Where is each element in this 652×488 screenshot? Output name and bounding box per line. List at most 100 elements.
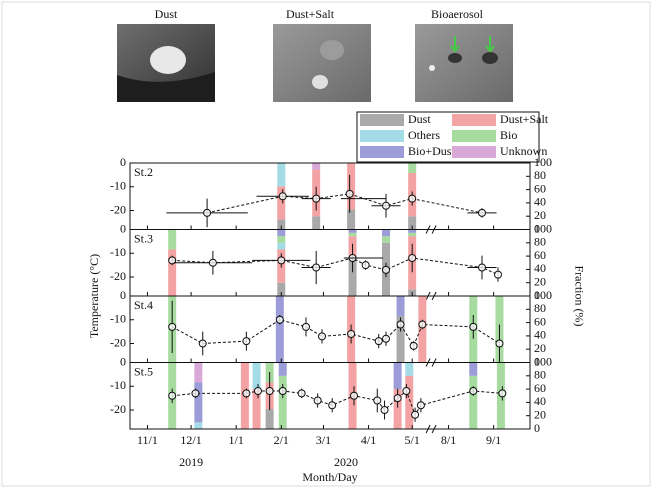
- fraction-bar: [277, 163, 286, 187]
- fraction-bar: [408, 163, 417, 173]
- y-tick-label: -10: [110, 312, 126, 326]
- panel-frame: [129, 362, 531, 430]
- temperature-point: [408, 194, 417, 203]
- temperature-point: [396, 320, 405, 329]
- y2-tick-label: 100: [534, 221, 552, 235]
- fraction-bar: [396, 296, 405, 316]
- legend-swatch: [452, 114, 496, 126]
- y2-tick-label: 20: [534, 274, 546, 288]
- x-tick-label: 3/1: [316, 433, 331, 447]
- y2-tick-label: 60: [534, 181, 546, 195]
- temperature-point: [242, 389, 251, 398]
- legend-label: Bio: [500, 128, 517, 142]
- sem-image: [415, 24, 513, 102]
- fraction-bar: [277, 236, 286, 243]
- legend-label: Others: [408, 128, 440, 142]
- temperature-point: [345, 189, 354, 198]
- x-tick-label: 4/1: [361, 433, 376, 447]
- legend-label: Dust: [408, 112, 431, 126]
- temperature-point: [382, 201, 390, 210]
- y2-tick-label: 60: [534, 381, 546, 395]
- fraction-bar: [405, 375, 414, 429]
- y2-tick-label: 40: [534, 394, 546, 408]
- y2-tick-label: 60: [534, 314, 546, 328]
- panel-label: St.4: [134, 298, 153, 312]
- legend-label: Unknown: [500, 144, 547, 158]
- sem-image: [273, 24, 371, 102]
- legend-swatch: [360, 146, 404, 158]
- legend-swatch: [360, 130, 404, 142]
- legend-swatch: [452, 130, 496, 142]
- fraction-bar: [393, 389, 402, 429]
- temperature-point: [382, 334, 390, 343]
- fraction-bar: [469, 362, 478, 376]
- fraction-bar: [382, 229, 390, 237]
- fraction-bar: [408, 229, 417, 233]
- x-tick-label: 11/1: [137, 433, 158, 447]
- temperature-point: [208, 258, 217, 267]
- fraction-bar: [348, 256, 357, 296]
- fraction-bar: [408, 216, 417, 230]
- temperature-point: [373, 396, 382, 405]
- axis-break: [425, 424, 437, 434]
- y-tick-label: -20: [110, 335, 126, 349]
- temperature-point: [168, 322, 177, 331]
- fraction-bar: [405, 362, 414, 376]
- temperature-point: [278, 387, 287, 395]
- fraction-bar: [252, 389, 261, 429]
- temperature-point: [347, 330, 356, 338]
- y2-tick-label: 100: [534, 354, 552, 368]
- temperature-point: [382, 265, 390, 274]
- fraction-bar: [277, 229, 286, 237]
- fraction-bar: [382, 236, 390, 243]
- x-tick-label: 8/1: [441, 433, 456, 447]
- temperature-point: [168, 391, 177, 400]
- fraction-bar: [408, 232, 417, 237]
- y2-tick-label: 0: [534, 221, 540, 235]
- fraction-bar: [194, 422, 203, 429]
- sem-image: [117, 24, 215, 102]
- temperature-point: [418, 320, 427, 329]
- image-title: Dust: [155, 7, 178, 21]
- temperature-point: [254, 387, 262, 395]
- temperature-point: [469, 322, 478, 331]
- panel-label: St.2: [134, 165, 153, 179]
- y2-tick-label: 40: [534, 261, 546, 275]
- x-axis-title: Month/Day: [302, 470, 357, 484]
- x-tick-label: 12/1: [180, 433, 201, 447]
- x-tick-label: 2/1: [274, 433, 289, 447]
- temperature-point: [312, 194, 321, 203]
- temperature-point: [409, 341, 418, 350]
- temperature-point: [297, 389, 306, 398]
- fraction-bar: [278, 362, 287, 376]
- temperature-point: [203, 208, 212, 217]
- x-tick-label: 1/1: [229, 433, 244, 447]
- y2-tick-label: 80: [534, 168, 546, 182]
- y2-tick-label: 80: [534, 368, 546, 382]
- y2-tick-label: 20: [534, 341, 546, 355]
- y-tick-label: 0: [120, 354, 126, 368]
- y-tick-label: -10: [110, 179, 126, 193]
- y-tick-label: -10: [110, 245, 126, 259]
- temperature-point: [478, 208, 486, 217]
- legend-label: Bio+Dust: [408, 144, 455, 158]
- temperature-line: [172, 257, 499, 276]
- temperature-point: [408, 254, 417, 262]
- temperature-line: [171, 319, 500, 347]
- fraction-bar: [194, 362, 203, 383]
- image-title: Bioaerosol: [431, 7, 484, 21]
- x-tick-label: 9/1: [486, 433, 501, 447]
- y2-tick-label: 80: [534, 235, 546, 249]
- fraction-bar: [194, 382, 203, 423]
- temperature-point: [374, 337, 383, 346]
- y2-tick-label: 0: [534, 288, 540, 302]
- temperature-point: [302, 322, 310, 331]
- temperature-point: [242, 337, 251, 346]
- fraction-bar: [168, 229, 177, 250]
- temperature-point: [328, 401, 337, 410]
- temperature-point: [275, 315, 284, 324]
- y2-tick-label: 20: [534, 407, 546, 421]
- y-tick-label: 0: [120, 221, 126, 235]
- fraction-bar: [348, 229, 357, 233]
